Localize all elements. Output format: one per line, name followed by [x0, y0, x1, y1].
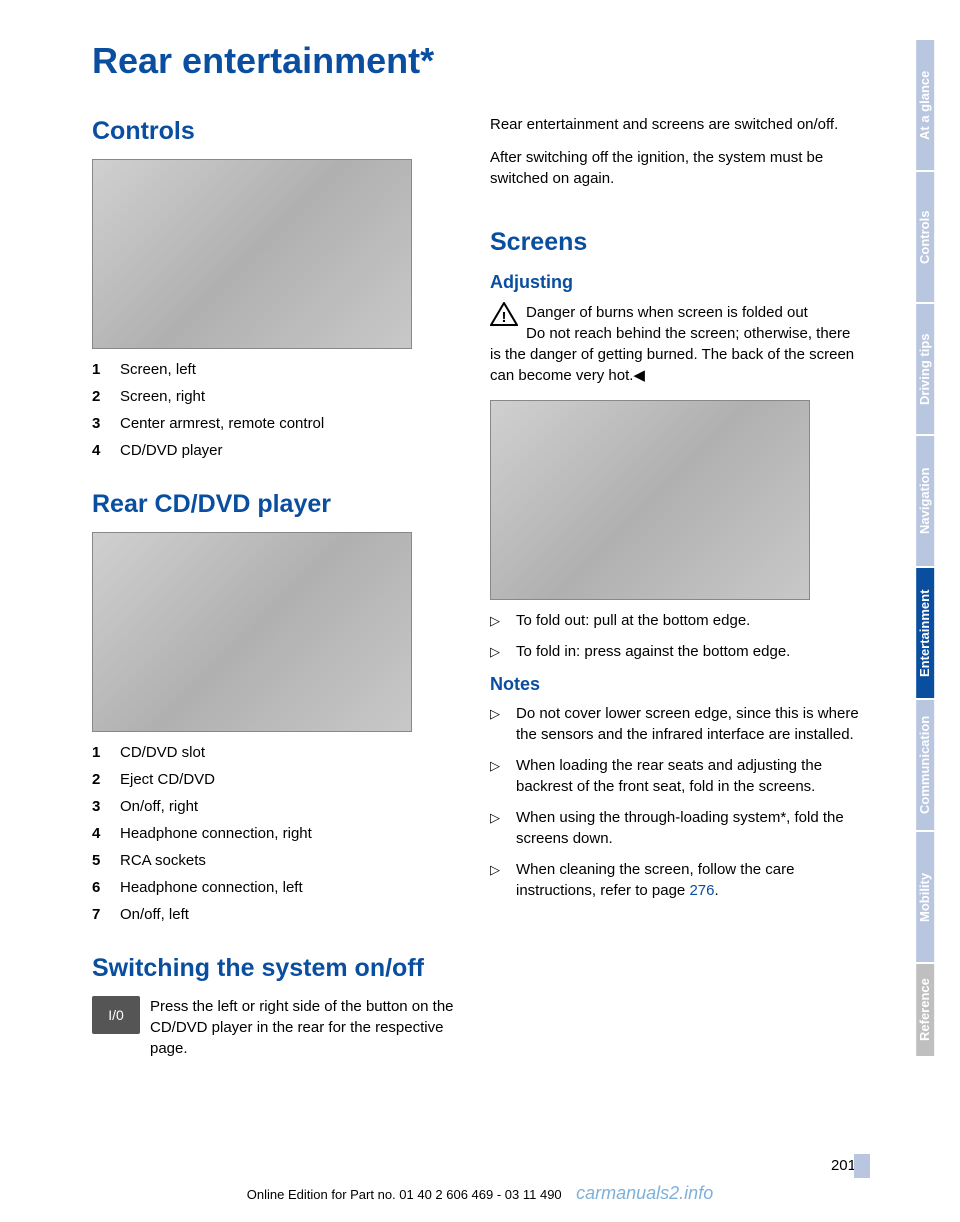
page-link[interactable]: 276	[689, 882, 714, 899]
body-text: Rear entertainment and screens are switc…	[490, 114, 860, 135]
item-text: Headphone connection, left	[120, 877, 303, 898]
page-title: Rear entertainment*	[92, 36, 870, 86]
list-item: 2Eject CD/DVD	[92, 769, 462, 790]
item-text: Screen, right	[120, 386, 205, 407]
fold-list: ▷To fold out: pull at the bottom edge. ▷…	[490, 610, 860, 662]
triangle-icon: ▷	[490, 641, 516, 662]
item-number: 5	[92, 850, 120, 871]
svg-text:!: !	[502, 309, 507, 326]
tab-mobility[interactable]: Mobility	[916, 832, 934, 962]
list-item: 3On/off, right	[92, 796, 462, 817]
item-number: 2	[92, 769, 120, 790]
list-item: 1CD/DVD slot	[92, 742, 462, 763]
footer-text: Online Edition for Part no. 01 40 2 606 …	[247, 1187, 562, 1202]
list-item: ▷When loading the rear seats and adjusti…	[490, 755, 860, 797]
list-item: 4Headphone connection, right	[92, 823, 462, 844]
list-item: 6Headphone connection, left	[92, 877, 462, 898]
page-number: 201	[831, 1157, 856, 1174]
item-text: Screen, left	[120, 359, 196, 380]
cddvd-image	[92, 532, 412, 732]
side-tabs: At a glance Controls Driving tips Naviga…	[916, 40, 960, 1058]
watermark: carmanuals2.info	[576, 1183, 713, 1203]
tab-reference[interactable]: Reference	[916, 964, 934, 1056]
item-text: Do not cover lower screen edge, since th…	[516, 703, 860, 745]
warning-icon: !	[490, 302, 518, 326]
warning-line1: Danger of burns when screen is folded ou…	[526, 304, 808, 321]
item-number: 4	[92, 823, 120, 844]
cddvd-list: 1CD/DVD slot 2Eject CD/DVD 3On/off, righ…	[92, 742, 462, 925]
text-part: When cleaning the screen, follow the car…	[516, 861, 795, 899]
item-text: To fold in: press against the bottom edg…	[516, 641, 860, 662]
left-column: Controls 1Screen, left 2Screen, right 3C…	[92, 114, 462, 1071]
item-number: 3	[92, 796, 120, 817]
right-column: Rear entertainment and screens are switc…	[490, 114, 860, 1071]
item-number: 6	[92, 877, 120, 898]
power-icon: I/0	[92, 996, 140, 1034]
switch-text: Press the left or right side of the butt…	[150, 996, 462, 1059]
triangle-icon: ▷	[490, 703, 516, 745]
list-item: 3Center armrest, remote control	[92, 413, 462, 434]
item-text: When loading the rear seats and adjustin…	[516, 755, 860, 797]
tab-communication[interactable]: Communication	[916, 700, 934, 830]
item-number: 1	[92, 742, 120, 763]
item-text: When cleaning the screen, follow the car…	[516, 859, 860, 901]
heading-cddvd: Rear CD/DVD player	[92, 487, 462, 522]
list-item: ▷When using the through-loading system*,…	[490, 807, 860, 849]
tab-entertainment[interactable]: Entertainment	[916, 568, 934, 698]
triangle-icon: ▷	[490, 807, 516, 849]
list-item: 4CD/DVD player	[92, 440, 462, 461]
heading-switch: Switching the system on/off	[92, 951, 462, 986]
item-text: Headphone connection, right	[120, 823, 312, 844]
item-text: CD/DVD slot	[120, 742, 205, 763]
notes-list: ▷Do not cover lower screen edge, since t…	[490, 703, 860, 901]
item-number: 4	[92, 440, 120, 461]
controls-image	[92, 159, 412, 349]
item-number: 3	[92, 413, 120, 434]
tab-controls[interactable]: Controls	[916, 172, 934, 302]
warning-paragraph: ! Danger of burns when screen is folded …	[490, 302, 860, 386]
heading-screens: Screens	[490, 225, 860, 260]
list-item: ▷Do not cover lower screen edge, since t…	[490, 703, 860, 745]
item-text: Center armrest, remote control	[120, 413, 324, 434]
triangle-icon: ▷	[490, 755, 516, 797]
list-item: 2Screen, right	[92, 386, 462, 407]
controls-list: 1Screen, left 2Screen, right 3Center arm…	[92, 359, 462, 461]
list-item: 7On/off, left	[92, 904, 462, 925]
text-part: .	[714, 882, 718, 899]
list-item: ▷To fold out: pull at the bottom edge.	[490, 610, 860, 631]
item-text: RCA sockets	[120, 850, 206, 871]
screen-fold-image	[490, 400, 810, 600]
item-number: 2	[92, 386, 120, 407]
heading-adjusting: Adjusting	[490, 270, 860, 295]
tab-navigation[interactable]: Navigation	[916, 436, 934, 566]
body-text: After switching off the ignition, the sy…	[490, 147, 860, 189]
item-text: CD/DVD player	[120, 440, 223, 461]
page-number-area: 201	[831, 1154, 870, 1178]
list-item: ▷To fold in: press against the bottom ed…	[490, 641, 860, 662]
item-text: On/off, left	[120, 904, 189, 925]
item-number: 1	[92, 359, 120, 380]
tab-driving-tips[interactable]: Driving tips	[916, 304, 934, 434]
switch-paragraph: I/0 Press the left or right side of the …	[92, 996, 462, 1059]
item-text: On/off, right	[120, 796, 198, 817]
triangle-icon: ▷	[490, 610, 516, 631]
item-number: 7	[92, 904, 120, 925]
item-text: Eject CD/DVD	[120, 769, 215, 790]
list-item: ▷When cleaning the screen, follow the ca…	[490, 859, 860, 901]
heading-controls: Controls	[92, 114, 462, 149]
warning-line2: Do not reach behind the screen; other­wi…	[490, 325, 854, 384]
tab-at-a-glance[interactable]: At a glance	[916, 40, 934, 170]
item-text: When using the through-loading system*, …	[516, 807, 860, 849]
list-item: 5RCA sockets	[92, 850, 462, 871]
list-item: 1Screen, left	[92, 359, 462, 380]
triangle-icon: ▷	[490, 859, 516, 901]
page-number-decoration	[854, 1154, 870, 1178]
item-text: To fold out: pull at the bottom edge.	[516, 610, 860, 631]
footer: Online Edition for Part no. 01 40 2 606 …	[0, 1181, 960, 1206]
heading-notes: Notes	[490, 672, 860, 697]
